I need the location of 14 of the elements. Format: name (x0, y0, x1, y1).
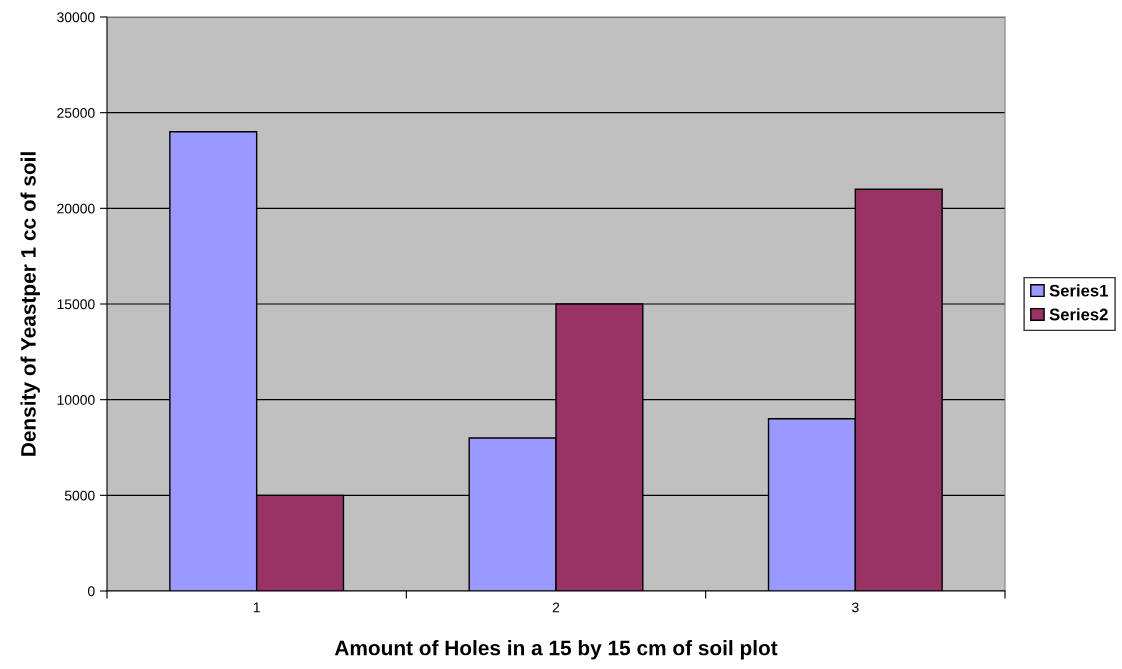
y-tick-label: 20000 (57, 203, 95, 214)
x-axis-title: Amount of Holes in a 15 by 15 cm of soil plot (334, 640, 778, 660)
y-tick-label: 10000 (57, 395, 95, 405)
y-tick-label: 0 (88, 586, 95, 597)
x-tick-label: 3 (852, 602, 859, 613)
y-tick-label: 30000 (57, 12, 95, 23)
legend-label: Series1 (1049, 284, 1108, 297)
legend-label: Series2 (1049, 308, 1108, 321)
x-tick-label: 2 (552, 602, 560, 613)
x-tick-label: 1 (253, 602, 260, 613)
y-tick-label: 15000 (57, 299, 95, 310)
y-tick-label: 5000 (64, 490, 95, 501)
y-tick-label: 25000 (57, 108, 95, 118)
y-axis-title: Density of Yeastper 1 cc of soil (20, 152, 40, 456)
